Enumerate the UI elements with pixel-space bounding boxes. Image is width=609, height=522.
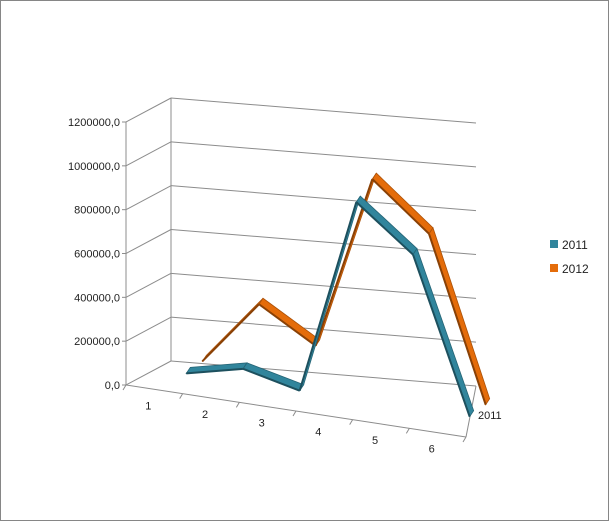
x-tick-label: 5: [372, 435, 378, 447]
back-gridline: [170, 141, 477, 168]
y-tick-label: 400000,0: [74, 292, 120, 304]
series-2012-edge: [371, 178, 430, 235]
depth-tick-label: 2011: [478, 410, 502, 422]
side-gridline: [125, 97, 172, 123]
series-2011-edge: [412, 254, 471, 417]
y-tick-label: 200000,0: [74, 336, 120, 348]
x-tick-mark: [122, 384, 127, 391]
x-axis-ticks: 1 2 3 4 5 6: [145, 400, 434, 455]
x-tick-mark: [462, 436, 467, 443]
side-gridline: [125, 316, 172, 342]
x-tick-mark: [405, 428, 410, 434]
x-tick-label: 2: [202, 409, 208, 421]
back-gridline: [170, 229, 477, 255]
legend: 2011 2012: [550, 238, 589, 276]
series-2012-edge: [201, 303, 260, 363]
x-tick-label: 1: [145, 400, 151, 412]
gridlines: [125, 97, 477, 387]
series-2012-point: [258, 303, 260, 305]
x-tick-mark: [292, 410, 297, 417]
series-layer: [185, 172, 491, 418]
axes: [122, 98, 477, 443]
x-tick-mark: [235, 402, 240, 408]
y-tick-label: 1200000,0: [68, 117, 120, 129]
series-2011-point: [355, 201, 357, 203]
series-2012-point: [371, 178, 373, 180]
side-gridline: [125, 185, 172, 211]
series-2011-point: [412, 254, 414, 256]
series-2012-point: [485, 404, 487, 406]
back-gridline: [170, 272, 477, 299]
series-2011-point: [242, 368, 244, 370]
x-tick-label: 6: [429, 444, 435, 456]
series-2012-edge: [428, 233, 487, 405]
legend-swatch: [550, 264, 558, 272]
series-2012-segment: [258, 297, 321, 347]
series-2012-point: [428, 233, 430, 235]
x-tick-mark: [349, 419, 354, 425]
side-gridline: [125, 360, 172, 386]
x-tick-label: 3: [259, 418, 265, 430]
legend-swatch: [550, 240, 558, 248]
side-gridline: [125, 229, 172, 254]
back-gridline: [170, 97, 477, 124]
y-tick-label: 800000,0: [74, 205, 120, 217]
back-gridline: [170, 185, 477, 212]
x-tick-mark: [179, 393, 184, 399]
side-gridline: [125, 141, 172, 167]
series-2011-point: [299, 390, 301, 392]
series-2011-point: [469, 416, 471, 418]
series-2012-point: [201, 360, 203, 362]
y-tick-label: 600000,0: [74, 249, 120, 261]
series-2011-edge: [186, 367, 244, 375]
legend-label: 2012: [562, 262, 589, 276]
legend-label: 2011: [562, 238, 588, 252]
x-tick-label: 4: [315, 426, 321, 438]
series-2011-edge: [355, 201, 414, 256]
y-tick-label: 0,0: [105, 380, 120, 392]
series-2011-segment: [242, 362, 305, 392]
series-2011-edge: [298, 201, 358, 391]
series-2011-point: [185, 372, 187, 374]
side-gridline: [125, 272, 172, 298]
depth-axis-ticks: 2011: [478, 410, 502, 422]
series-2012-edge: [258, 303, 317, 347]
y-axis-ticks: 0,0 200000,0 400000,0 600000,0 800000,0 10000…: [68, 117, 120, 392]
back-gridline: [170, 360, 477, 387]
series-2011-edge: [242, 367, 301, 392]
y-tick-label: 1000000,0: [68, 161, 120, 173]
